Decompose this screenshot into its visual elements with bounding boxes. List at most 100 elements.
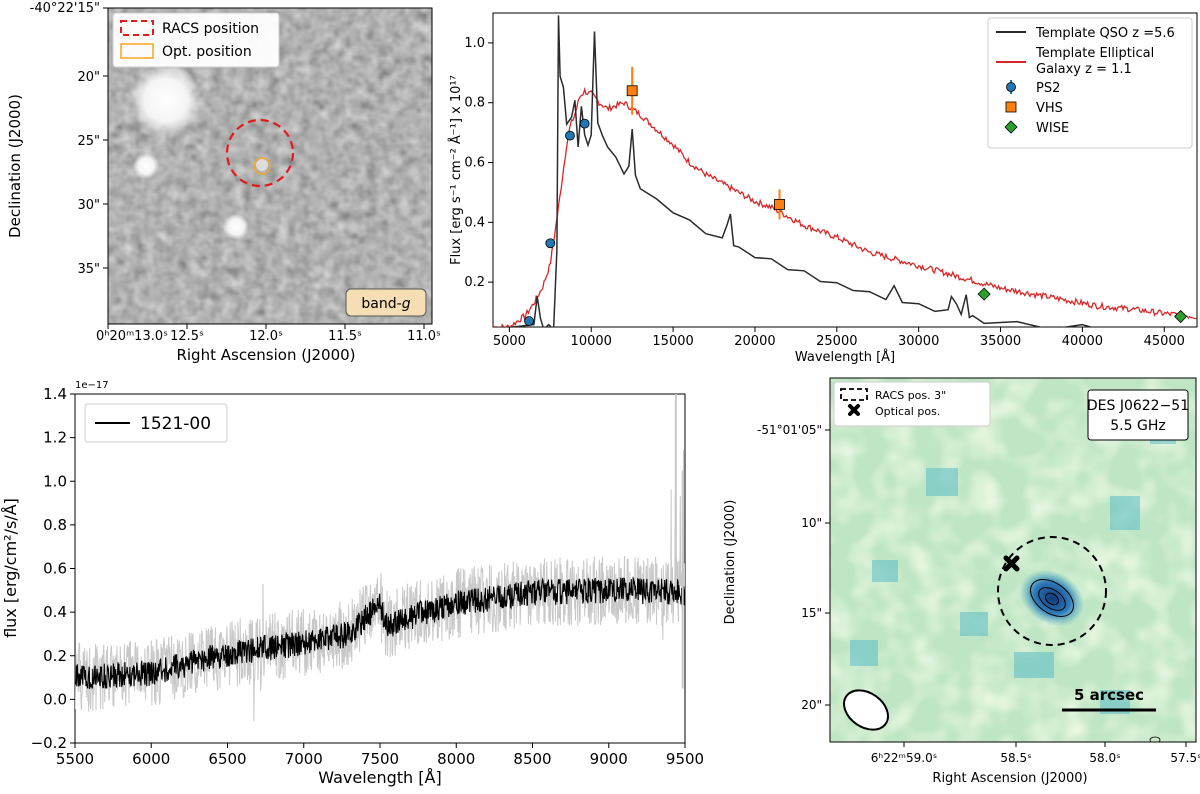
sed-xtick-label: 40000 — [1062, 334, 1103, 349]
band-label-box — [345, 288, 427, 317]
racs-position-circle — [225, 118, 295, 188]
racs-legend-label: RACS pos. 3" — [875, 389, 946, 402]
optical-ytick-label: 25" — [77, 134, 100, 149]
optical-legend-cross — [848, 404, 860, 416]
optical-image-panel: RACS position Opt. position band-g 0ʰ20ᵐ… — [6, 1, 441, 364]
optical-ytick-label: 30" — [77, 198, 100, 213]
spectrum-xtick-label: 9000 — [590, 750, 628, 768]
radio-noise-patches — [850, 414, 1176, 714]
optical-image-frame — [107, 7, 433, 325]
contour-3 — [1045, 592, 1059, 606]
ps2-point — [545, 238, 556, 249]
radio-title-frame — [1087, 389, 1189, 441]
vhs-legend-marker — [1005, 101, 1017, 113]
contour-1 — [1030, 579, 1074, 617]
optical-ytick-label: 35" — [77, 262, 100, 277]
sed-xtick-label: 25000 — [816, 334, 857, 349]
radio-xtick-label: 58.5ˢ — [1000, 751, 1031, 765]
radio-legend: RACS pos. 3" Optical pos. — [833, 381, 991, 427]
spectrum-flux-trace — [75, 576, 685, 690]
sed-ytick-label: 0.4 — [464, 215, 485, 230]
spectrum-legend-box — [84, 403, 228, 443]
radio-ticks — [825, 429, 1187, 747]
legend-box — [112, 12, 280, 68]
sed-xtick-label: 15000 — [652, 334, 693, 349]
optical-xlabel: Right Ascension (J2000) — [176, 346, 355, 364]
spectrum-ylabel: flux [erg/cm²/s/Å] — [1, 498, 20, 638]
wise-point — [1174, 309, 1188, 324]
spectrum-ytick-label: −0.2 — [31, 734, 67, 752]
star-2 — [133, 153, 159, 179]
star-3 — [223, 214, 249, 240]
ps2-legend-label: PS2 — [1036, 81, 1060, 96]
spectrum-ytick-label: 0.8 — [43, 516, 67, 534]
qso-template-line — [507, 15, 1094, 327]
sed-xlabel: Wavelength [Å] — [795, 349, 895, 365]
radio-ytick-label: -51°01'05" — [757, 423, 822, 437]
radio-xtick-label: 58.0ˢ — [1089, 751, 1120, 765]
sed-panel: 5000 10000 15000 20000 25000 30000 35000 40000 4… — [448, 12, 1198, 365]
racs-legend-label: RACS position — [162, 21, 259, 37]
optical-legend-swatch — [120, 43, 154, 59]
radio-xtick-label: 57.5ˢ — [1170, 751, 1200, 765]
optical-position-cross — [1003, 555, 1020, 572]
sed-ytick-label: 0.2 — [464, 275, 485, 290]
contour-edge — [1149, 736, 1161, 742]
optical-xtick-label: 11.5ˢ — [328, 329, 362, 344]
sed-legend: Template QSO z =5.6 Template Elliptical … — [987, 17, 1193, 149]
elliptical-legend-label-2: Galaxy z = 1.1 — [1036, 62, 1132, 77]
target-source — [256, 159, 268, 171]
optical-xtick-label: 11.0ˢ — [407, 329, 441, 344]
vhs-legend-label: VHS — [1036, 101, 1063, 116]
sed-xtick-label: 35000 — [980, 334, 1021, 349]
sed-legend-box — [987, 17, 1193, 149]
radio-ylabel: Declination (J2000) — [723, 500, 738, 625]
radio-title-box: DES J0622−51 5.5 GHz — [1087, 389, 1189, 441]
vhs-point — [774, 198, 785, 210]
spectrum-xtick-label: 6500 — [208, 750, 246, 768]
sed-ylabel: Flux [erg s⁻¹ cm⁻² Å⁻¹] x 10¹⁷ — [448, 75, 464, 265]
optical-xtick-label: 0ʰ20ᵐ13.0ˢ — [96, 329, 168, 344]
wise-legend-marker — [1004, 120, 1018, 134]
beam-ellipse — [843, 689, 889, 731]
racs-legend-swatch — [120, 20, 154, 36]
optical-legend-label: Opt. position — [162, 44, 252, 60]
sed-xtick-label: 5000 — [493, 334, 526, 349]
sed-ytick-label: 0.8 — [464, 96, 485, 111]
sed-ytick-label: 0.6 — [464, 156, 485, 171]
spectrum-ytick-label: 0.0 — [43, 690, 67, 708]
spectrum-ytick-label: 1.2 — [43, 429, 67, 447]
radio-legend-box — [833, 381, 991, 427]
spectrum-xtick-label: 7000 — [285, 750, 323, 768]
optical-xtick-label: 12.0ˢ — [249, 329, 283, 344]
radio-ytick-label: 20" — [801, 698, 822, 712]
radio-ytick-label: 10" — [801, 516, 822, 530]
sed-xtick-label: 45000 — [1144, 334, 1185, 349]
spectrum-panel: 5500 6000 6500 7000 7500 8000 8500 9000 9500 −0.2… — [1, 380, 704, 787]
vhs-point — [626, 85, 638, 97]
optical-ticks — [103, 7, 425, 329]
optical-ytick-label: 20" — [77, 70, 100, 85]
spectrum-error-trace — [75, 449, 685, 722]
optical-position-circle — [253, 157, 271, 175]
scale-bar-label: 5 arcsec — [1074, 686, 1144, 704]
spectrum-xtick-label: 7500 — [361, 750, 399, 768]
optical-xtick-label: 12.5ˢ — [170, 329, 204, 344]
radio-xtick-label: 6ʰ22ᵐ59.0ˢ — [871, 751, 937, 765]
sed-xtick-label: 10000 — [571, 334, 612, 349]
spectrum-ytick-label: 0.6 — [43, 560, 67, 578]
spectrum-legend: 1521-00 — [84, 403, 228, 443]
contour-2 — [1038, 587, 1066, 611]
spectrum-ytick-label: 1.0 — [43, 472, 67, 490]
racs-legend-swatch — [840, 388, 868, 401]
ps2-legend-marker — [1006, 82, 1016, 92]
ps2-point — [524, 316, 534, 326]
spectrum-ytick-label: 0.4 — [43, 603, 67, 621]
radio-image-panel: 5 arcsec RACS pos. 3" Optical pos. DES J… — [723, 377, 1200, 786]
wise-legend-label: WISE — [1036, 121, 1069, 136]
spectrum-ytick-label: 0.2 — [43, 647, 67, 665]
spectrum-ytick-label: 1.4 — [43, 385, 67, 403]
racs-position-circle — [997, 536, 1107, 646]
radio-xlabel: Right Ascension (J2000) — [932, 771, 1087, 786]
